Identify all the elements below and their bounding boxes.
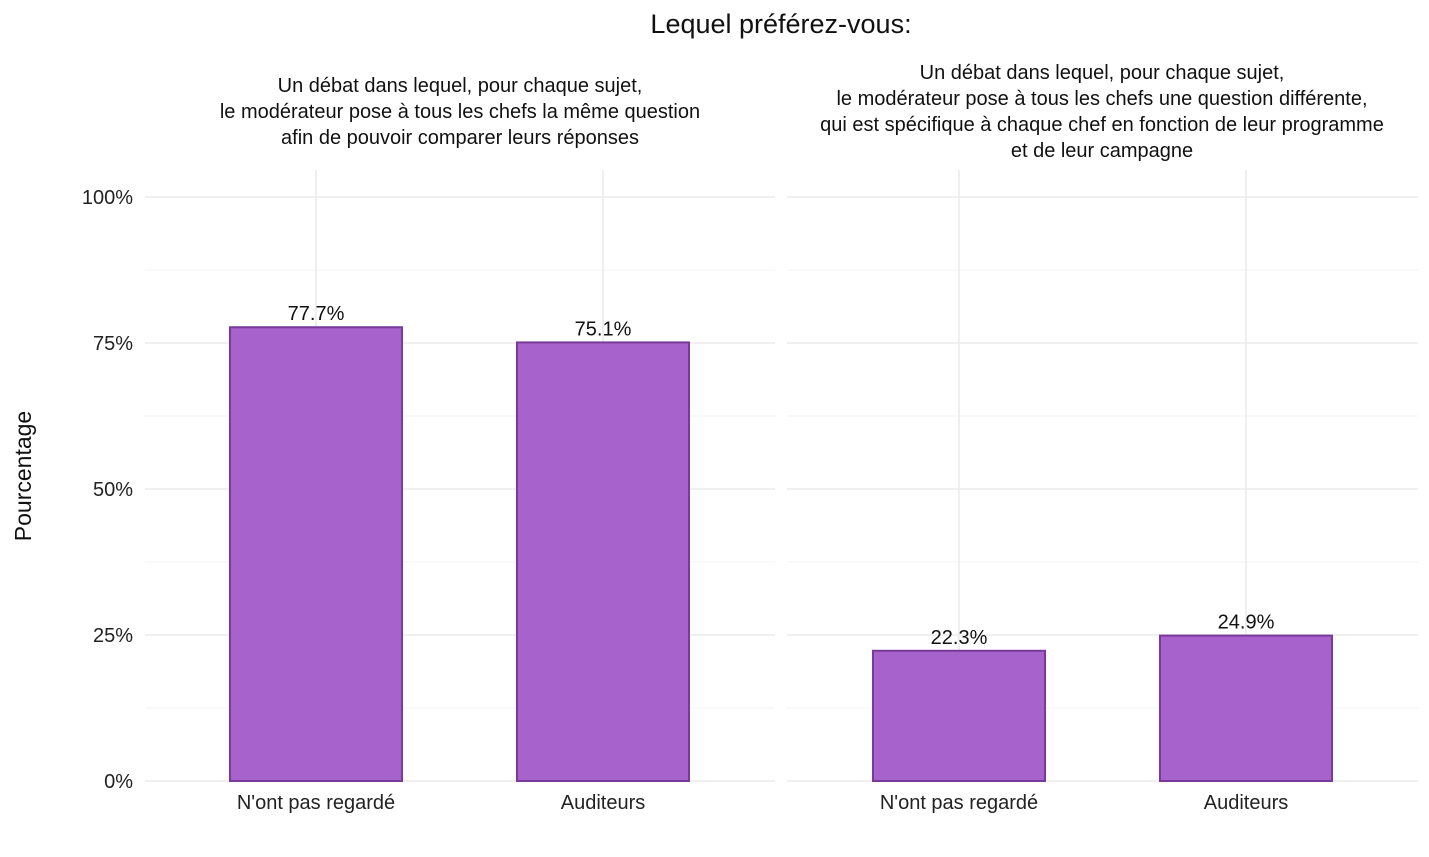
facet-title: Un débat dans lequel, pour chaque sujet,…	[220, 75, 700, 149]
bar	[516, 341, 690, 782]
y-axis-label: Pourcentage	[10, 411, 36, 541]
y-tick-label: 75%	[93, 333, 133, 355]
facet-title: Un débat dans lequel, pour chaque sujet,…	[820, 62, 1384, 162]
facet-title-line: et de leur campagne	[1011, 140, 1193, 162]
bar	[229, 326, 403, 782]
bar	[1159, 634, 1333, 782]
x-tick-label: Auditeurs	[561, 792, 646, 814]
data-label: 75.1%	[575, 318, 632, 340]
facet-title-line: Un débat dans lequel, pour chaque sujet,	[920, 62, 1285, 84]
data-label: 24.9%	[1218, 612, 1275, 634]
data-label: 22.3%	[931, 627, 988, 649]
facet-title-line: afin de pouvoir comparer leurs réponses	[281, 127, 639, 149]
x-tick-label: Auditeurs	[1204, 792, 1289, 814]
facet-title-line: qui est spécifique à chaque chef en fonc…	[820, 114, 1384, 136]
y-tick-label: 50%	[93, 479, 133, 501]
data-label: 77.7%	[288, 303, 345, 325]
chart-title: Lequel préférez-vous:	[650, 9, 911, 39]
facet-title-line: le modérateur pose à tous les chefs la m…	[220, 101, 700, 123]
y-tick-label: 0%	[104, 771, 133, 793]
facet-title-line: Un débat dans lequel, pour chaque sujet,	[278, 75, 643, 97]
bar	[872, 649, 1046, 782]
facet-title-line: le modérateur pose à tous les chefs une …	[836, 88, 1367, 110]
x-tick-label: N'ont pas regardé	[880, 792, 1038, 814]
y-tick-label: 100%	[82, 187, 133, 209]
y-tick-label: 25%	[93, 625, 133, 647]
x-tick-label: N'ont pas regardé	[237, 792, 395, 814]
